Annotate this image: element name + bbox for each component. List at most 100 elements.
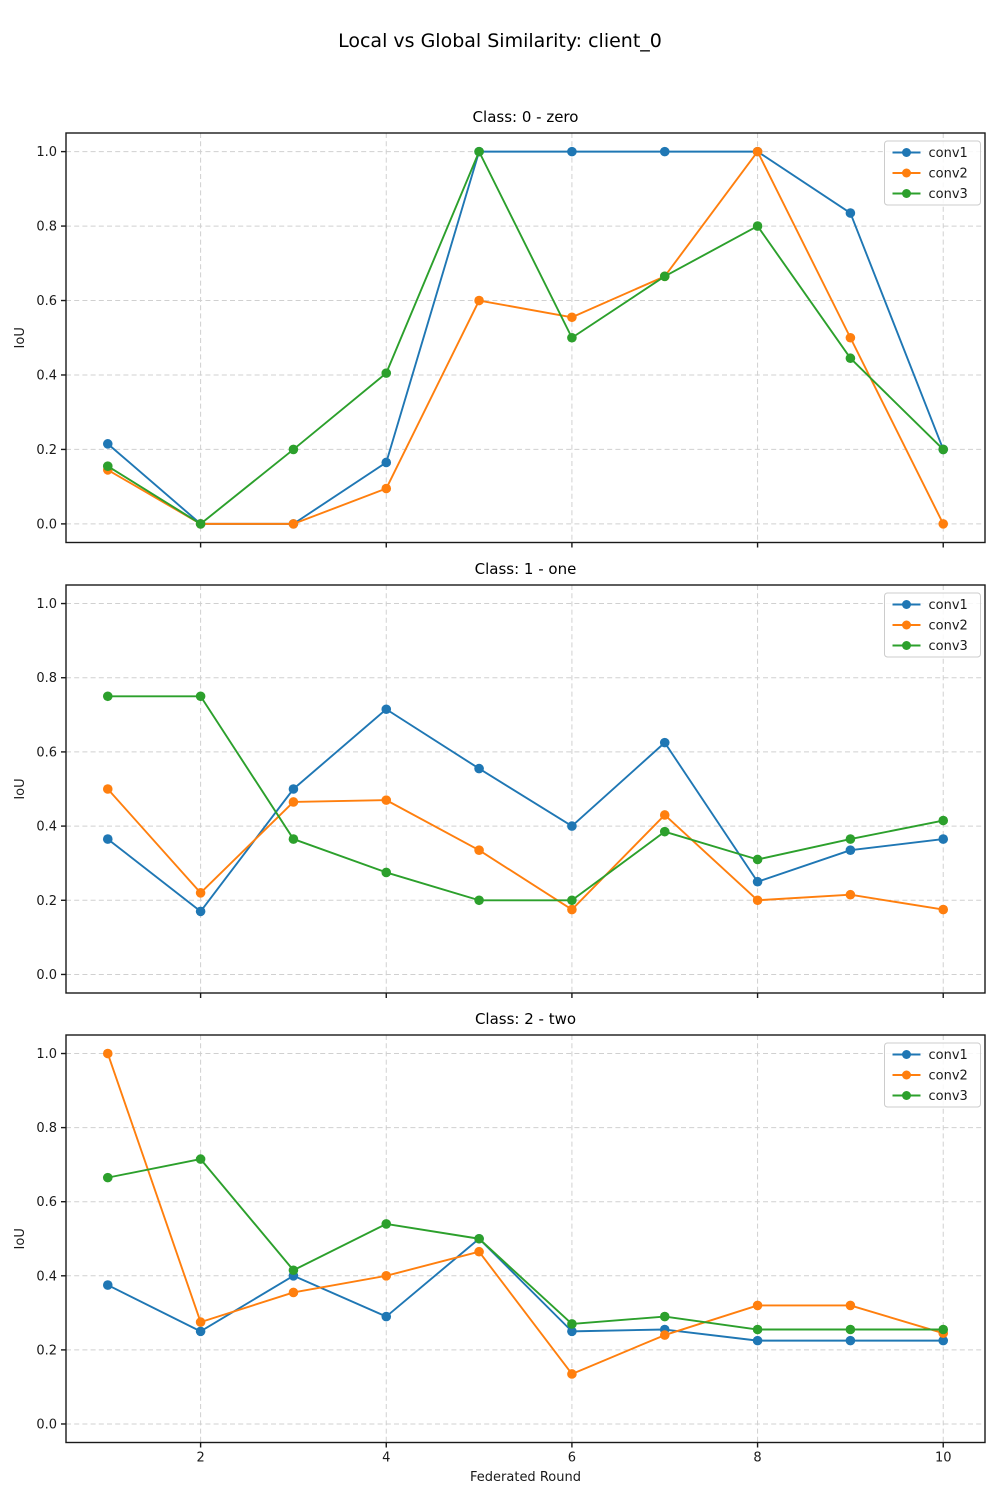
y-tick-label: 0.8 [36, 220, 57, 235]
series-line [107, 1158, 944, 1331]
data-point-marker [102, 461, 113, 471]
data-point-marker [659, 146, 670, 157]
data-point-marker [195, 888, 206, 898]
data-point-marker [567, 1319, 577, 1329]
y-tick-label: 0.4 [36, 1269, 57, 1284]
figure-title: Local vs Global Similarity: client_0 [338, 30, 662, 52]
data-point-marker [567, 821, 577, 831]
x-axis-ticks [199, 542, 944, 548]
data-point-marker [288, 519, 299, 529]
series-conv3 [102, 146, 949, 529]
y-tick-label: 0.0 [36, 1417, 57, 1432]
legend-label: conv3 [929, 187, 968, 202]
data-point-marker [845, 332, 856, 343]
data-point-marker [938, 904, 949, 915]
legend-swatch-marker [902, 1070, 911, 1080]
series-line [107, 695, 944, 902]
data-point-marker [381, 867, 392, 878]
legend-label: conv1 [929, 1048, 968, 1063]
subplot-0-title: Class: 0 - zero [473, 108, 579, 126]
data-point-marker [381, 457, 392, 468]
legend: conv1 conv2 conv3 [884, 592, 981, 658]
y-tick-label: 0.2 [36, 1343, 57, 1358]
series-conv1 [102, 146, 949, 529]
legend-swatch-marker [902, 620, 911, 630]
x-axis-ticks: 2 4 6 8 10 [196, 1442, 952, 1466]
data-point-marker [102, 1280, 113, 1290]
subplot-class-2-two: Class: 2 - two IoU 2 4 6 8 10 0.0 0.2 0.4 0.6 0.8… [13, 1010, 986, 1485]
data-point-marker [845, 1335, 856, 1346]
data-point-marker [845, 208, 856, 218]
y-axis-ticks: 0.0 0.2 0.4 0.6 0.8 1.0 [36, 597, 66, 983]
legend-swatch-marker [902, 641, 911, 650]
data-point-marker [381, 1270, 392, 1281]
series-line [107, 150, 945, 525]
data-point-marker [288, 784, 299, 794]
subplot-0-plot: 0.0 0.2 0.4 0.6 0.8 1.0 conv1 conv2 conv3 [36, 132, 986, 548]
series-conv2 [102, 784, 949, 915]
x-tick-label: 4 [382, 1451, 390, 1466]
data-point-marker [102, 1172, 113, 1183]
legend-label: conv1 [929, 146, 968, 161]
data-point-marker [567, 1326, 577, 1337]
data-point-marker [845, 353, 856, 364]
legend-label: conv2 [929, 1069, 968, 1084]
subplot-2-plot: 2 4 6 8 10 0.0 0.2 0.4 0.6 0.8 1.0 conv1 conv2 conv3 [36, 1034, 986, 1466]
subplot-2-title: Class: 2 - two [475, 1010, 576, 1028]
data-point-marker [381, 1311, 392, 1322]
legend-box [884, 592, 981, 658]
series-line [107, 1237, 944, 1342]
axes-frame [65, 132, 986, 544]
data-point-marker [752, 221, 763, 231]
axes-frame [65, 1034, 986, 1444]
y-tick-label: 0.0 [36, 968, 57, 983]
y-tick-label: 1.0 [36, 145, 57, 160]
legend-box [884, 140, 981, 206]
y-tick-label: 0.8 [36, 671, 57, 686]
y-tick-label: 0.8 [36, 1121, 57, 1136]
gridlines [66, 585, 985, 993]
data-point-marker [845, 834, 856, 844]
x-tick-label: 2 [196, 1451, 204, 1466]
data-point-marker [938, 444, 949, 455]
legend-swatch-marker [902, 1050, 911, 1059]
gridlines [66, 1035, 985, 1443]
legend-swatch-marker [902, 1091, 911, 1100]
data-point-marker [938, 815, 949, 826]
data-point-marker [474, 295, 484, 306]
axes-frame [65, 584, 986, 994]
subplot-1-plot: 0.0 0.2 0.4 0.6 0.8 1.0 conv1 conv2 conv3 [36, 584, 986, 998]
x-tick-label: 6 [568, 1451, 576, 1466]
data-point-marker [567, 904, 577, 915]
data-point-marker [752, 1335, 763, 1346]
legend-box [884, 1042, 981, 1108]
y-tick-label: 1.0 [36, 597, 57, 612]
data-point-marker [659, 1311, 670, 1322]
data-point-marker [195, 519, 206, 529]
y-tick-label: 0.2 [36, 443, 57, 458]
data-point-marker [659, 826, 670, 837]
legend-label: conv2 [929, 619, 968, 634]
x-tick-label: 8 [753, 1451, 761, 1466]
data-point-marker [474, 146, 484, 157]
data-point-marker [474, 845, 484, 855]
y-tick-label: 0.4 [36, 820, 57, 835]
subplot-1-ylabel: IoU [13, 778, 28, 799]
legend-swatch-marker [902, 600, 911, 609]
subplot-0-ylabel: IoU [13, 327, 28, 348]
y-tick-label: 0.4 [36, 368, 57, 383]
series-conv3 [102, 691, 949, 906]
data-point-marker [752, 854, 763, 865]
series-conv2 [102, 146, 949, 529]
data-point-marker [474, 1246, 484, 1257]
data-point-marker [474, 763, 484, 774]
y-axis-ticks: 0.0 0.2 0.4 0.6 0.8 1.0 [36, 1047, 66, 1432]
legend-label: conv3 [929, 639, 968, 654]
data-point-marker [752, 146, 763, 157]
subplot-1-title: Class: 1 - one [475, 560, 577, 578]
y-tick-label: 0.2 [36, 894, 57, 909]
data-point-marker [938, 519, 949, 529]
data-point-marker [381, 483, 392, 494]
x-axis-label: Federated Round [470, 1470, 581, 1485]
